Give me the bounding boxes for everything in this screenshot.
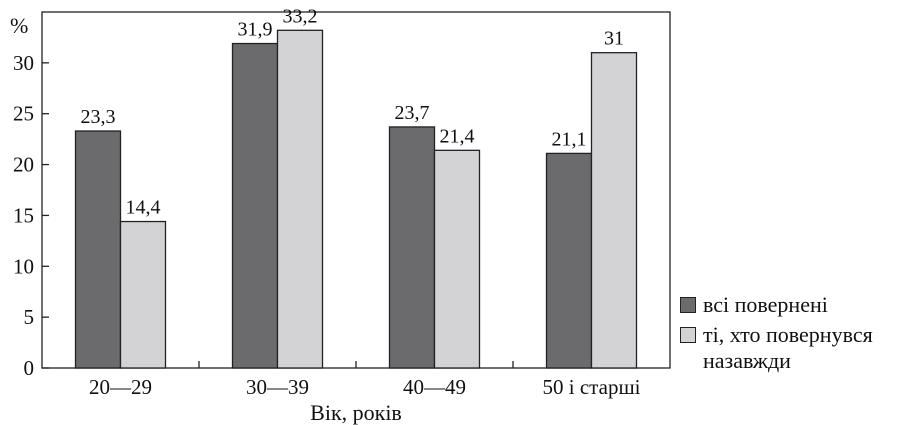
data-label-series-1: 23,3 xyxy=(81,106,116,128)
data-label-series-2: 14,4 xyxy=(126,197,161,219)
y-tick-label: 20 xyxy=(13,153,34,177)
x-axis: 20—29 30—39 40—49 50 і старші xyxy=(89,361,641,399)
y-tick-label: 30 xyxy=(13,51,34,75)
legend-label-series-1: всі повернені xyxy=(703,292,828,317)
x-tick-label: 30—39 xyxy=(246,375,309,399)
data-label-series-2: 21,4 xyxy=(440,125,475,147)
y-tick-label: 15 xyxy=(13,203,34,227)
data-label-series-1: 23,7 xyxy=(395,102,430,124)
y-axis: 0 5 10 15 20 25 30 xyxy=(13,51,49,380)
bar-series-1 xyxy=(388,126,436,369)
bar-series-2 xyxy=(276,29,324,369)
data-label-series-1: 31,9 xyxy=(238,19,273,41)
bar-series-2 xyxy=(590,52,638,369)
data-label-series-2: 33,2 xyxy=(283,5,318,27)
legend-label-series-2: ті, хто повернувся назавжди xyxy=(703,322,873,373)
legend: всі повернені ті, хто повернувся назавжд… xyxy=(680,292,906,378)
bar-series-1 xyxy=(545,152,593,369)
x-tick-label: 50 і старші xyxy=(543,375,641,399)
y-tick-label: 25 xyxy=(13,102,34,126)
data-label-series-1: 21,1 xyxy=(552,128,587,150)
legend-item-series-2: ті, хто повернувся назавжди xyxy=(680,322,906,374)
legend-item-series-1: всі повернені xyxy=(680,292,906,318)
y-tick-label: 5 xyxy=(24,305,35,329)
bar-series-2 xyxy=(433,149,481,369)
bar-series-2 xyxy=(119,220,167,369)
legend-swatch-series-2 xyxy=(680,327,696,343)
bars xyxy=(74,29,638,369)
y-tick-label: 10 xyxy=(13,254,34,278)
value-labels: 23,3 31,9 23,7 21,1 14,4 33,2 21,4 31 xyxy=(81,5,625,218)
y-tick-label: 0 xyxy=(24,356,35,380)
y-axis-title: % xyxy=(10,13,28,38)
x-axis-title: Вік, років xyxy=(310,400,402,425)
bar-series-1 xyxy=(231,42,279,369)
x-tick-label: 20—29 xyxy=(89,375,152,399)
bar-series-1 xyxy=(74,130,122,369)
data-label-series-2: 31 xyxy=(604,28,624,50)
legend-swatch-series-1 xyxy=(680,297,696,313)
x-tick-label: 40—49 xyxy=(403,375,466,399)
